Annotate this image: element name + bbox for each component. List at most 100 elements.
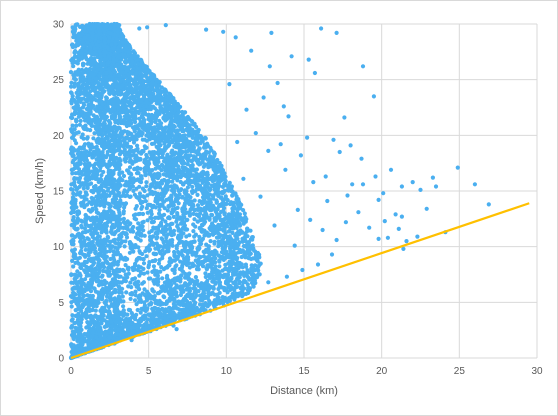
- data-point: [186, 133, 191, 138]
- data-point: [228, 219, 233, 224]
- data-point: [193, 189, 198, 194]
- data-point: [242, 211, 247, 216]
- data-point: [242, 286, 247, 291]
- data-point: [174, 243, 179, 248]
- data-point: [136, 229, 141, 234]
- data-point: [175, 216, 180, 222]
- data-point: [130, 111, 135, 116]
- data-point: [160, 248, 165, 253]
- data-point: [200, 188, 205, 193]
- data-point: [212, 248, 218, 253]
- data-point: [162, 93, 167, 98]
- data-point: [124, 235, 130, 240]
- data-point: [131, 224, 136, 230]
- data-point: [175, 211, 180, 216]
- data-point: [187, 281, 192, 287]
- data-point: [142, 157, 148, 162]
- data-point: [166, 241, 171, 246]
- data-point: [155, 282, 160, 287]
- data-point: [137, 249, 142, 254]
- data-point: [251, 247, 256, 252]
- data-point: [149, 241, 154, 246]
- data-point: [185, 149, 190, 154]
- data-point: [140, 291, 145, 296]
- data-point: [191, 203, 196, 209]
- data-point: [214, 211, 219, 216]
- data-point: [153, 269, 158, 274]
- data-point: [218, 241, 223, 246]
- data-point: [145, 124, 150, 129]
- data-point: [200, 264, 206, 269]
- data-point: [158, 269, 163, 274]
- data-point: [233, 291, 238, 296]
- data-point: [181, 123, 186, 128]
- data-point: [180, 136, 185, 141]
- data-point: [216, 253, 221, 258]
- data-points: [68, 21, 491, 361]
- data-point: [142, 316, 147, 322]
- data-point: [144, 98, 149, 103]
- data-point: [233, 222, 239, 227]
- data-point: [181, 269, 186, 274]
- data-point: [198, 226, 203, 231]
- data-point: [197, 183, 203, 188]
- data-point: [192, 217, 197, 222]
- data-point: [179, 265, 185, 270]
- data-point: [180, 165, 185, 170]
- data-point: [159, 85, 164, 90]
- data-point: [169, 150, 174, 155]
- data-point: [164, 161, 169, 166]
- data-point: [142, 126, 147, 132]
- data-point: [230, 193, 235, 198]
- data-point: [212, 239, 217, 244]
- data-point: [217, 264, 222, 269]
- data-point: [147, 230, 152, 235]
- data-point: [155, 299, 160, 304]
- data-point: [243, 262, 248, 267]
- data-point: [212, 153, 217, 158]
- data-point: [145, 67, 150, 72]
- data-point: [190, 184, 195, 189]
- data-point: [184, 234, 189, 239]
- data-point: [183, 210, 188, 216]
- data-point: [179, 160, 184, 165]
- data-point: [138, 70, 143, 75]
- data-point: [133, 245, 138, 250]
- data-point: [162, 280, 167, 285]
- data-point: [213, 191, 218, 196]
- data-point: [144, 184, 149, 189]
- data-point: [120, 104, 125, 109]
- data-point: [182, 190, 187, 195]
- data-point: [214, 198, 219, 203]
- data-point: [208, 145, 213, 150]
- data-point: [157, 257, 162, 263]
- data-point: [252, 278, 257, 283]
- data-point: [164, 157, 169, 162]
- data-point: [101, 169, 106, 175]
- data-point: [121, 211, 126, 216]
- data-point: [144, 145, 149, 150]
- data-point: [127, 250, 132, 255]
- data-point: [180, 209, 185, 214]
- data-point: [143, 165, 149, 170]
- data-point: [185, 304, 190, 309]
- data-point: [144, 180, 149, 185]
- data-point: [142, 118, 147, 123]
- data-point: [184, 255, 189, 260]
- data-point: [162, 212, 167, 217]
- data-point: [150, 319, 155, 324]
- data-point: [144, 138, 149, 143]
- data-point: [229, 186, 234, 191]
- data-point: [203, 211, 208, 216]
- data-point: [127, 43, 132, 48]
- data-point: [139, 174, 144, 179]
- data-point: [141, 228, 146, 233]
- data-point: [161, 240, 166, 245]
- data-point: [164, 227, 169, 232]
- data-point: [137, 273, 142, 278]
- data-point: [237, 281, 242, 286]
- data-point: [94, 335, 99, 340]
- data-point: [136, 61, 141, 67]
- data-point: [173, 192, 178, 198]
